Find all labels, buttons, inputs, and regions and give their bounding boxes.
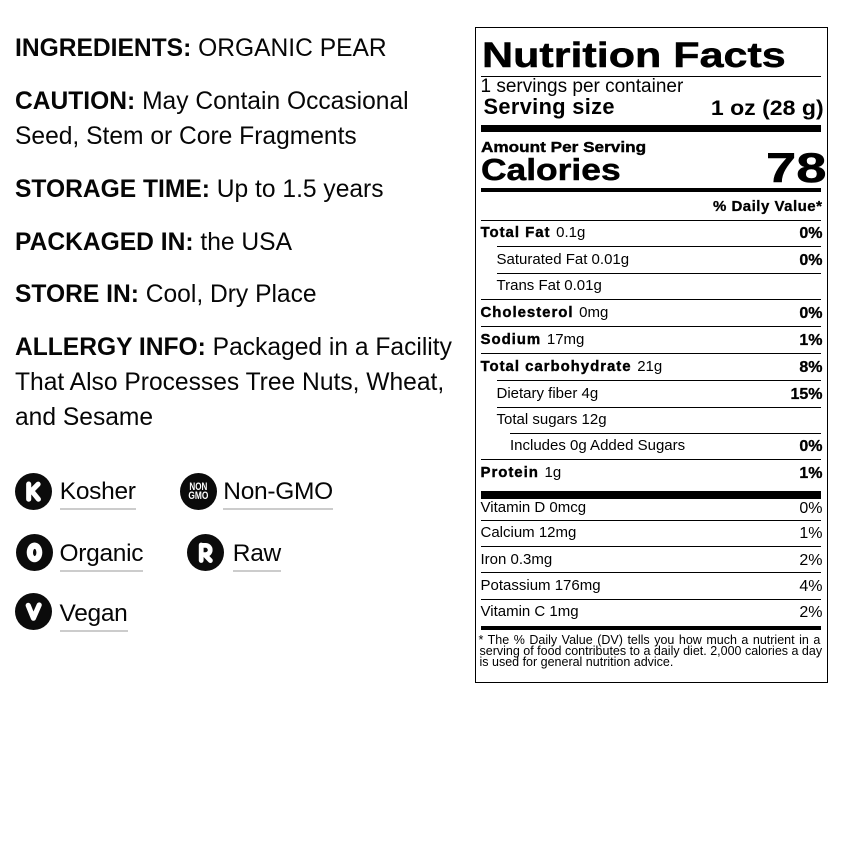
svg-text:NON: NON [189, 481, 207, 493]
svg-text:GMO: GMO [188, 491, 208, 503]
